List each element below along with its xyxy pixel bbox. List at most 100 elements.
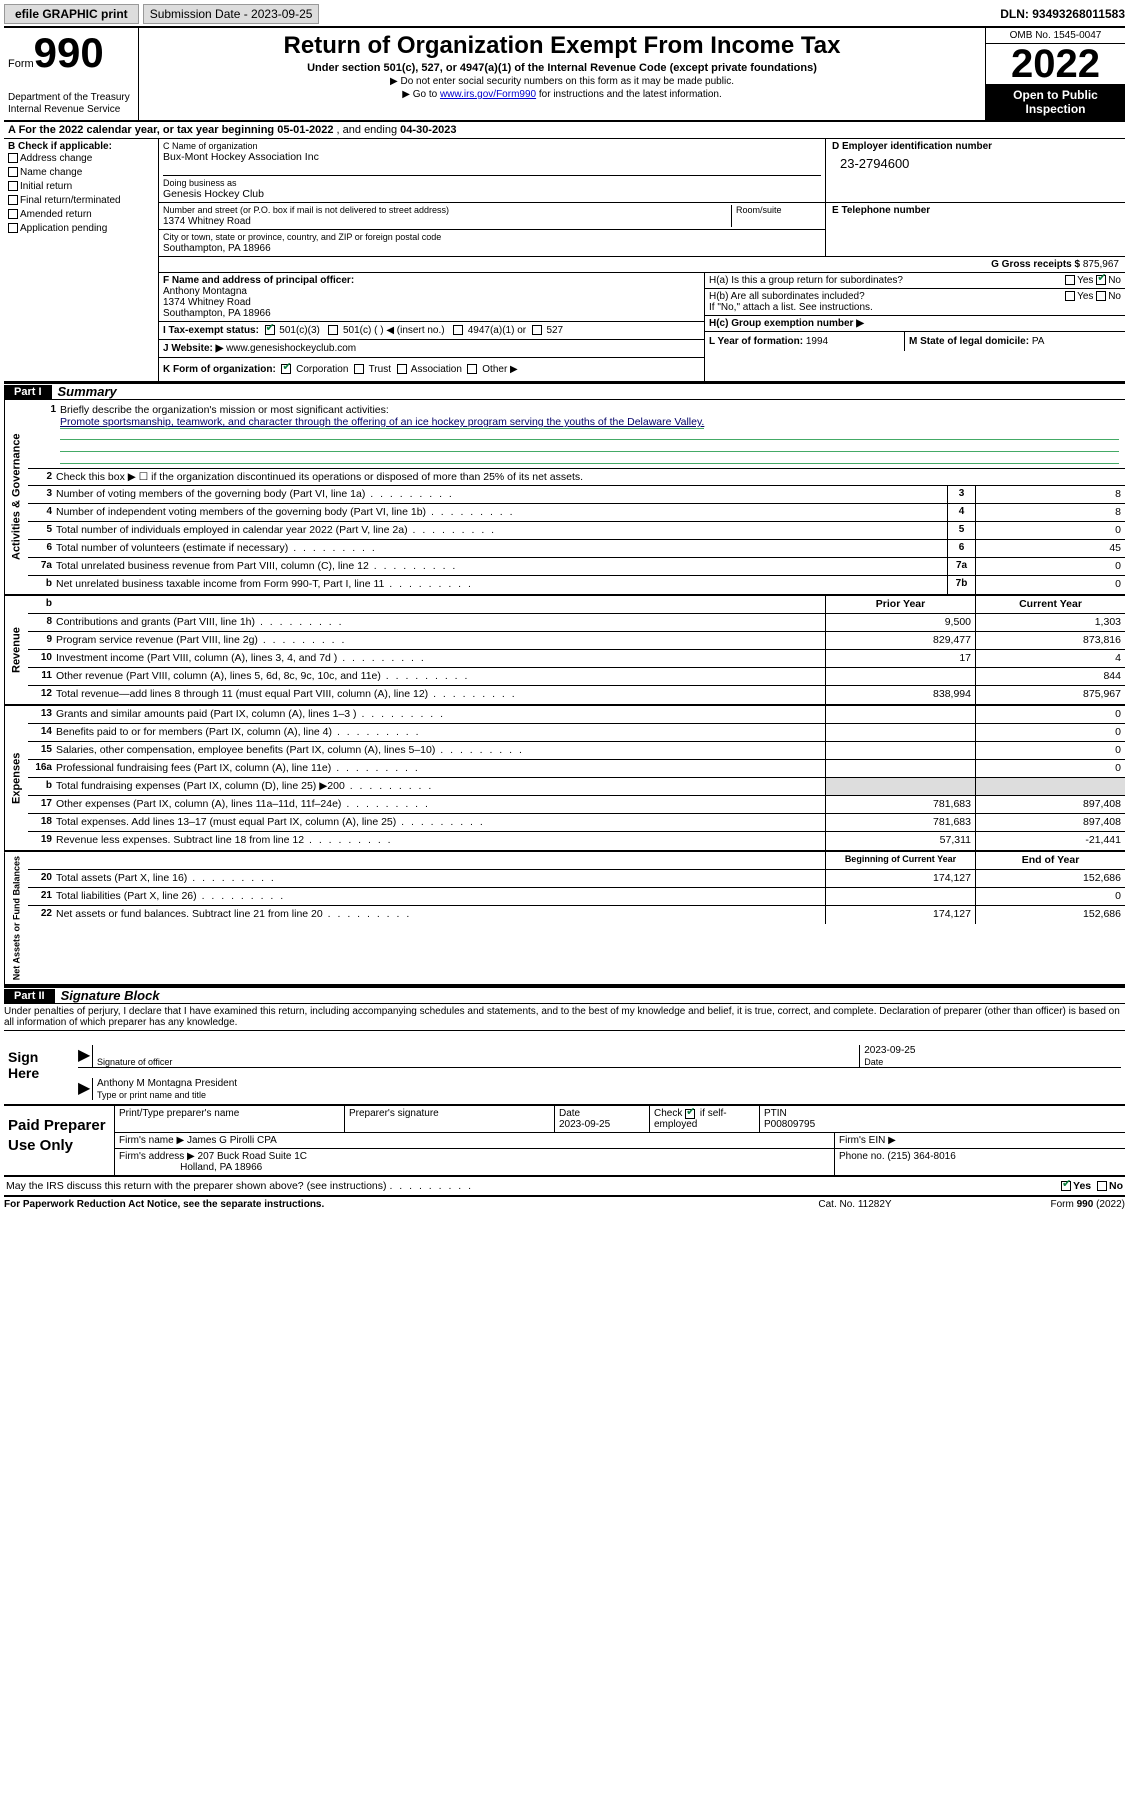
prior-value — [825, 742, 975, 759]
prior-value — [825, 724, 975, 741]
chk-ha-yes[interactable] — [1065, 275, 1075, 285]
chk-self-employed[interactable] — [685, 1109, 695, 1119]
dba-name: Genesis Hockey Club — [163, 188, 264, 200]
chk-527[interactable] — [532, 325, 542, 335]
sign-here-block: Sign Here ▶ Signature of officer 2023-09… — [4, 1030, 1125, 1106]
chk-application-pending[interactable]: Application pending — [8, 222, 154, 236]
mission-text: Promote sportsmanship, teamwork, and cha… — [60, 416, 704, 429]
part2-title: Signature Block — [55, 988, 160, 1003]
part1-header: Part I Summary — [4, 382, 1125, 400]
efile-print-button[interactable]: efile GRAPHIC print — [4, 4, 139, 24]
line-box: 3 — [947, 486, 975, 503]
line-text: Total number of individuals employed in … — [54, 522, 947, 539]
row-a-mid: , and ending — [337, 124, 401, 136]
dba-label: Doing business as — [163, 178, 237, 188]
line-i: I Tax-exempt status: 501(c)(3) 501(c) ( … — [159, 322, 704, 340]
chk-trust[interactable] — [354, 364, 364, 374]
summary-row: 8Contributions and grants (Part VIII, li… — [28, 614, 1125, 632]
line-l-label: L Year of formation: — [709, 336, 806, 347]
chk-hb-yes[interactable] — [1065, 291, 1075, 301]
signature-officer-label: Signature of officer — [97, 1057, 855, 1067]
side-label-revenue: Revenue — [4, 596, 28, 704]
prior-value: 174,127 — [825, 906, 975, 924]
line-text: Total liabilities (Part X, line 26) — [54, 888, 825, 905]
part2-tag: Part II — [4, 989, 55, 1003]
line-number: 15 — [28, 742, 54, 759]
chk-address-change[interactable]: Address change — [8, 152, 154, 166]
summary-row: 16aProfessional fundraising fees (Part I… — [28, 760, 1125, 778]
box-d: D Employer identification number 23-2794… — [825, 139, 1125, 202]
line-number: 18 — [28, 814, 54, 831]
box-b-label: B Check if applicable: — [8, 141, 154, 152]
chk-final-return[interactable]: Final return/terminated — [8, 194, 154, 208]
line-text: Total number of volunteers (estimate if … — [54, 540, 947, 557]
line-text: Other revenue (Part VIII, column (A), li… — [54, 668, 825, 685]
current-value: 875,967 — [975, 686, 1125, 704]
firm-phone: (215) 364-8016 — [887, 1151, 955, 1162]
chk-501c[interactable] — [328, 325, 338, 335]
line-text: Program service revenue (Part VIII, line… — [54, 632, 825, 649]
prior-value: 17 — [825, 650, 975, 667]
prior-value: 781,683 — [825, 796, 975, 813]
current-value: 1,303 — [975, 614, 1125, 631]
chk-ha-no[interactable] — [1096, 275, 1106, 285]
ptin-value: P00809795 — [764, 1119, 815, 1130]
chk-initial-return[interactable]: Initial return — [8, 180, 154, 194]
officer-name: Anthony Montagna — [163, 286, 247, 297]
chk-hb-no[interactable] — [1096, 291, 1106, 301]
firm-phone-label: Phone no. — [839, 1151, 885, 1162]
line-text: Investment income (Part VIII, column (A)… — [54, 650, 825, 667]
line-m-label: M State of legal domicile: — [909, 336, 1032, 347]
chk-501c3[interactable] — [265, 325, 275, 335]
section-net-assets: Net Assets or Fund Balances Beginning of… — [4, 852, 1125, 986]
line-number: 10 — [28, 650, 54, 667]
chk-amended-return[interactable]: Amended return — [8, 208, 154, 222]
line-i-label: I Tax-exempt status: — [163, 325, 259, 336]
hint-goto-pre: ▶ Go to — [402, 89, 440, 100]
line-box: 6 — [947, 540, 975, 557]
chk-4947[interactable] — [453, 325, 463, 335]
line-text: Net assets or fund balances. Subtract li… — [54, 906, 825, 924]
line-text: Professional fundraising fees (Part IX, … — [54, 760, 825, 777]
line-text: Total expenses. Add lines 13–17 (must eq… — [54, 814, 825, 831]
line-j: J Website: ▶ www.genesishockeyclub.com — [159, 340, 704, 358]
summary-row: 9Program service revenue (Part VIII, lin… — [28, 632, 1125, 650]
prior-value: 781,683 — [825, 814, 975, 831]
city-value: Southampton, PA 18966 — [163, 243, 271, 254]
line-box: 4 — [947, 504, 975, 521]
org-name: Bux-Mont Hockey Association Inc — [163, 151, 319, 163]
website-link[interactable]: www.genesishockeyclub.com — [226, 343, 356, 354]
line-l-val: 1994 — [806, 336, 828, 347]
prior-value: 174,127 — [825, 870, 975, 887]
box-c-label: C Name of organization — [163, 141, 258, 151]
irs-link[interactable]: www.irs.gov/Form990 — [440, 89, 536, 100]
chk-discuss-yes[interactable] — [1061, 1181, 1071, 1191]
officer-printed-name: Anthony M Montagna President — [97, 1078, 1117, 1090]
chk-name-change[interactable]: Name change — [8, 166, 154, 180]
printed-name-label: Type or print name and title — [97, 1090, 1117, 1100]
line-number: 20 — [28, 870, 54, 887]
chk-association[interactable] — [397, 364, 407, 374]
col-current-year: Current Year — [975, 596, 1125, 613]
form-subtitle: Under section 501(c), 527, or 4947(a)(1)… — [147, 62, 977, 74]
chk-discuss-no[interactable] — [1097, 1181, 1107, 1191]
chk-corporation[interactable] — [281, 364, 291, 374]
hb-note: If "No," attach a list. See instructions… — [709, 302, 873, 313]
chk-other[interactable] — [467, 364, 477, 374]
part2-header: Part II Signature Block — [4, 986, 1125, 1004]
line-number: 8 — [28, 614, 54, 631]
paid-preparer-label: Paid Preparer Use Only — [4, 1106, 114, 1175]
current-value: 897,408 — [975, 814, 1125, 831]
hint-goto-post: for instructions and the latest informat… — [536, 89, 722, 100]
signature-date: 2023-09-25 — [864, 1045, 1117, 1057]
agency-line2: Internal Revenue Service — [8, 104, 134, 116]
form-title: Return of Organization Exempt From Incom… — [147, 32, 977, 60]
pra-notice: For Paperwork Reduction Act Notice, see … — [4, 1199, 324, 1210]
summary-row: 20Total assets (Part X, line 16)174,1271… — [28, 870, 1125, 888]
line-text: Revenue less expenses. Subtract line 18 … — [54, 832, 825, 850]
prior-value — [825, 668, 975, 685]
agency-line1: Department of the Treasury — [8, 92, 134, 104]
line-number: 12 — [28, 686, 54, 704]
submission-date-badge: Submission Date - 2023-09-25 — [143, 4, 320, 24]
summary-row: 15Salaries, other compensation, employee… — [28, 742, 1125, 760]
